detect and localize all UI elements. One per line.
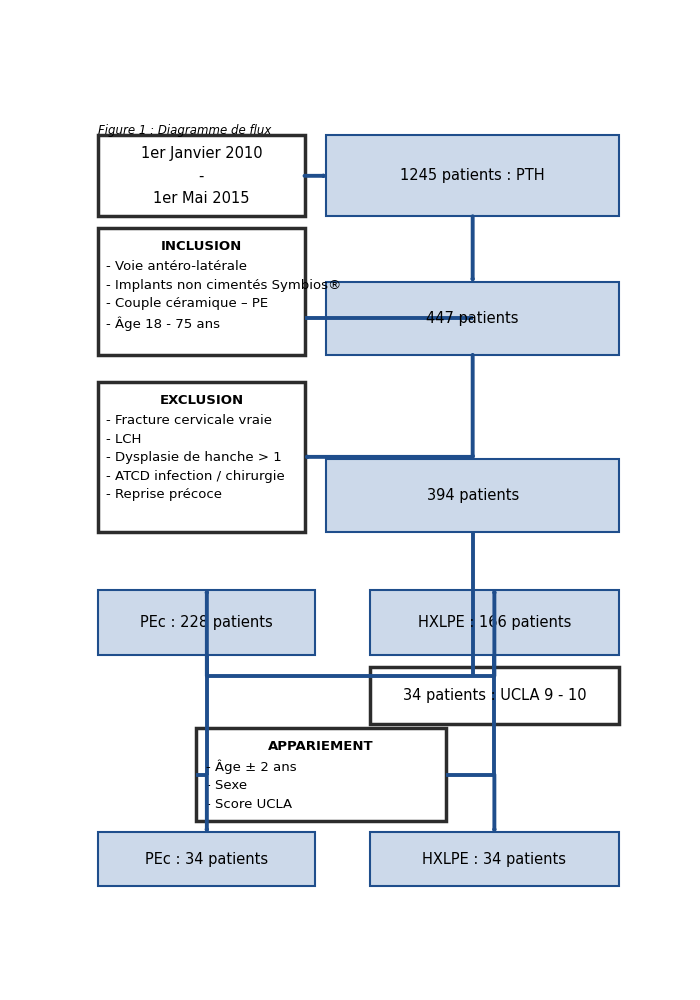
Bar [326, 459, 620, 532]
Text: 1245 patients : PTH: 1245 patients : PTH [400, 168, 545, 183]
Text: - Voie antéro-latérale
- Implants non cimentés Symbios®
- Couple céramique – PE
: - Voie antéro-latérale - Implants non ci… [106, 260, 342, 331]
Bar [326, 135, 620, 216]
Text: INCLUSION: INCLUSION [161, 240, 242, 253]
Bar [98, 590, 315, 655]
Text: HXLPE : 34 patients: HXLPE : 34 patients [422, 852, 566, 867]
Text: Figure 1 : Diagramme de flux: Figure 1 : Diagramme de flux [98, 124, 272, 137]
Text: 1er Janvier 2010
-
1er Mai 2015: 1er Janvier 2010 - 1er Mai 2015 [141, 146, 262, 206]
Text: 394 patients: 394 patients [426, 488, 519, 503]
Bar [196, 728, 446, 821]
Bar [98, 135, 304, 216]
Text: APPARIEMENT: APPARIEMENT [268, 740, 374, 753]
Text: 447 patients: 447 patients [426, 311, 519, 326]
Bar [370, 667, 619, 724]
Bar [370, 832, 619, 886]
Text: HXLPE : 166 patients: HXLPE : 166 patients [418, 615, 571, 630]
Bar [326, 282, 620, 355]
Text: - Âge ± 2 ans
- Sexe
- Score UCLA: - Âge ± 2 ans - Sexe - Score UCLA [206, 759, 296, 811]
Bar [98, 382, 304, 532]
Text: PEc : 228 patients: PEc : 228 patients [141, 615, 273, 630]
Bar [98, 228, 304, 355]
Text: - Fracture cervicale vraie
- LCH
- Dysplasie de hanche > 1
- ATCD infection / ch: - Fracture cervicale vraie - LCH - Dyspl… [106, 414, 285, 501]
Text: PEc : 34 patients: PEc : 34 patients [146, 852, 268, 867]
Bar [370, 590, 619, 655]
Bar [98, 832, 315, 886]
Text: 34 patients : UCLA 9 - 10: 34 patients : UCLA 9 - 10 [402, 688, 586, 703]
Text: EXCLUSION: EXCLUSION [160, 394, 244, 407]
